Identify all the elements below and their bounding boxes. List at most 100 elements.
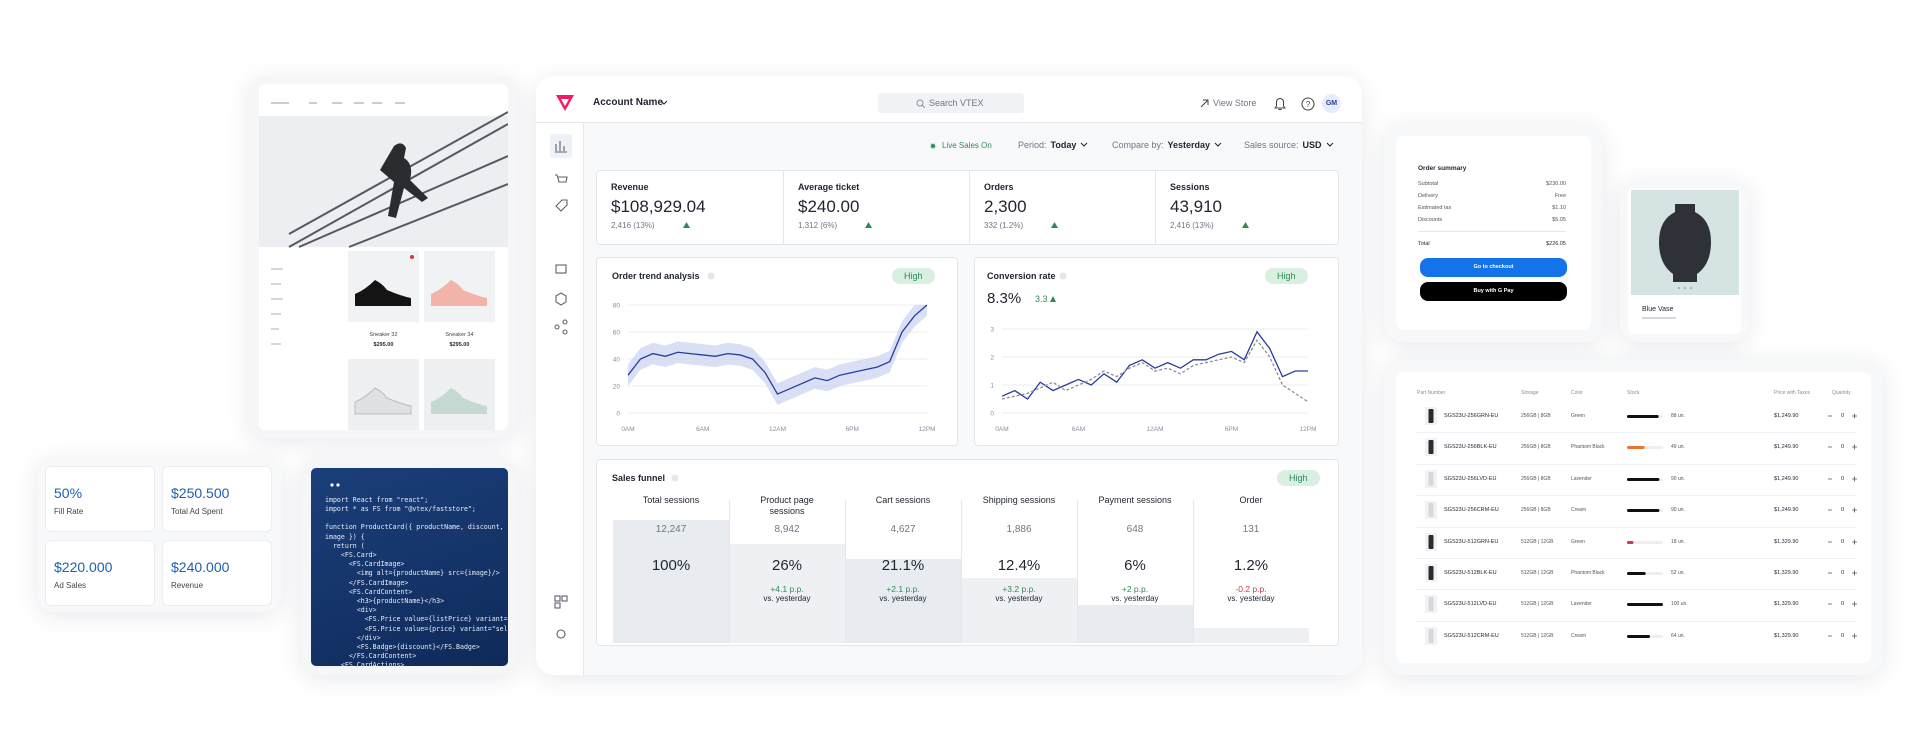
kpi-value: $240.00	[798, 197, 860, 216]
stepper-icons[interactable]	[1828, 601, 1858, 607]
product-price: $295.00	[449, 342, 470, 348]
step-delta: -0.2 p.p.	[1235, 584, 1267, 594]
phone	[1428, 409, 1434, 423]
color: Phantom Black	[1571, 570, 1605, 576]
shoe	[354, 387, 412, 415]
stock-bar	[1627, 572, 1663, 575]
stepper-icons[interactable]	[1828, 570, 1858, 576]
storefront-card: Sneaker 32 $295.00 Sneaker 34 $295.00	[249, 76, 518, 438]
kpi-label: Revenue	[611, 182, 649, 192]
storage: 512GB | 12GB	[1521, 601, 1554, 608]
favorite[interactable]	[410, 255, 414, 259]
step-count: 131	[1242, 524, 1260, 535]
vase-card: Blue Vase	[1620, 180, 1749, 342]
conversion-value: 8.3%	[987, 290, 1022, 307]
help-icon[interactable]	[1059, 272, 1067, 280]
step-name: Payment sessions	[1098, 495, 1172, 505]
view-store[interactable]: View Store	[1213, 98, 1257, 108]
metric-value: 50%	[54, 485, 83, 501]
avatar[interactable]: GM	[1322, 94, 1341, 113]
account-name[interactable]: Account Name	[593, 97, 664, 108]
quantity: 0	[1841, 507, 1845, 514]
chevron	[1214, 142, 1222, 147]
pay-button[interactable]: Buy with G Pay	[1420, 282, 1567, 301]
code-line: </FS.CardImage>	[325, 578, 409, 587]
code-line: function ProductCard({ productName, disc…	[325, 523, 508, 532]
filter-value: Yesterday	[1167, 140, 1211, 150]
phone	[1428, 597, 1434, 612]
metrics-card: 50% Fill Rate $250.500 Total Ad Spent $220.0…	[37, 458, 282, 612]
step-name: Total sessions	[642, 495, 700, 505]
step-comparison: vs. yesterday	[879, 594, 927, 603]
part-number: SGS23U-256CRM-EU	[1444, 507, 1499, 514]
row-divider	[1417, 495, 1857, 497]
svg-text:?: ?	[1306, 100, 1311, 109]
line	[627, 304, 928, 395]
phone	[1428, 471, 1434, 486]
stock-bar	[1627, 477, 1663, 481]
step-name: Product page sessions	[760, 495, 814, 516]
sidebar	[536, 123, 584, 675]
chevron	[1081, 142, 1088, 147]
product-meta	[1642, 317, 1676, 319]
stock-fill	[1627, 446, 1645, 450]
summary-title: Order summary	[1418, 165, 1467, 172]
stepper-icons[interactable]	[1828, 633, 1858, 639]
quantity: 0	[1841, 444, 1845, 451]
step-name: Shipping sessions	[982, 495, 1056, 505]
quantity: 0	[1841, 538, 1845, 545]
runner	[380, 143, 428, 218]
metric-label: Total Ad Spent	[171, 507, 223, 516]
kpi: Average ticket $240.00 1,312 (6%)	[783, 171, 969, 244]
checkout-button[interactable]: Go to checkout	[1420, 258, 1567, 277]
divider	[961, 500, 962, 643]
y-tick-label: 40	[613, 357, 621, 364]
code-line: <h3>{productName}</h3>	[325, 597, 445, 606]
minus-plus	[1828, 476, 1857, 482]
shoe	[431, 280, 487, 306]
column-header: Stock	[1627, 390, 1640, 396]
chevron	[1326, 142, 1333, 147]
shoe	[431, 388, 487, 414]
funnel-panel: Sales funnel High Total sessions 12,247 100%…	[596, 459, 1339, 646]
stepper-icons[interactable]	[1828, 476, 1858, 482]
filter[interactable]: Compare by: Yesterday	[1112, 140, 1222, 150]
minus-plus	[1828, 539, 1857, 545]
kpi-delta: 332 (1.2%)	[984, 221, 1024, 230]
phone	[1428, 628, 1434, 643]
part-number: SGS23U-512GRN-EU	[1444, 538, 1499, 545]
chevron-path	[1081, 142, 1088, 147]
up-arrow	[1051, 222, 1058, 228]
row-divider	[1417, 463, 1857, 465]
color: Green	[1571, 538, 1585, 545]
step-count: 1,886	[1006, 524, 1032, 535]
price: $1,329.90	[1774, 601, 1799, 608]
part-number: SGS23U-512CRM-EU	[1444, 632, 1499, 639]
code-panel: import React from "react"; import * as FS…	[311, 468, 508, 666]
stepper-icons[interactable]	[1828, 413, 1858, 419]
stock-bar	[1627, 540, 1663, 544]
filter[interactable]: Period: Today	[1018, 140, 1088, 150]
stepper-icons[interactable]	[1828, 444, 1858, 450]
part-number: SGS23U-256LVD-EU	[1444, 475, 1497, 482]
step-delta: +3.2 p.p.	[1002, 584, 1036, 594]
help-icon[interactable]	[707, 272, 715, 280]
code-line: import React from "react";	[325, 496, 429, 504]
y-tick-label: 60	[613, 330, 621, 337]
step-rate: 1.2%	[1233, 557, 1269, 574]
help-icon[interactable]	[671, 474, 679, 482]
stepper-icons[interactable]	[1828, 539, 1858, 545]
logo	[556, 95, 574, 111]
column-header: Storage	[1521, 390, 1539, 396]
column-header: Part Number	[1417, 390, 1446, 396]
minus-plus	[1828, 633, 1857, 639]
stock-track	[1627, 540, 1663, 544]
total-value: $226.05	[1546, 241, 1566, 247]
x-tick-label: 12PM	[1300, 426, 1317, 433]
stepper-icons[interactable]	[1828, 507, 1858, 513]
chart: 0 1 2 3 0AM 6AM 12AM 6PM 12PM	[990, 327, 1317, 434]
code-text: import React from "react"; import * as FS…	[325, 496, 508, 666]
search-box[interactable]	[878, 93, 1024, 113]
filter[interactable]: Sales source: USD	[1244, 140, 1334, 150]
code-line: <div>	[325, 606, 377, 615]
